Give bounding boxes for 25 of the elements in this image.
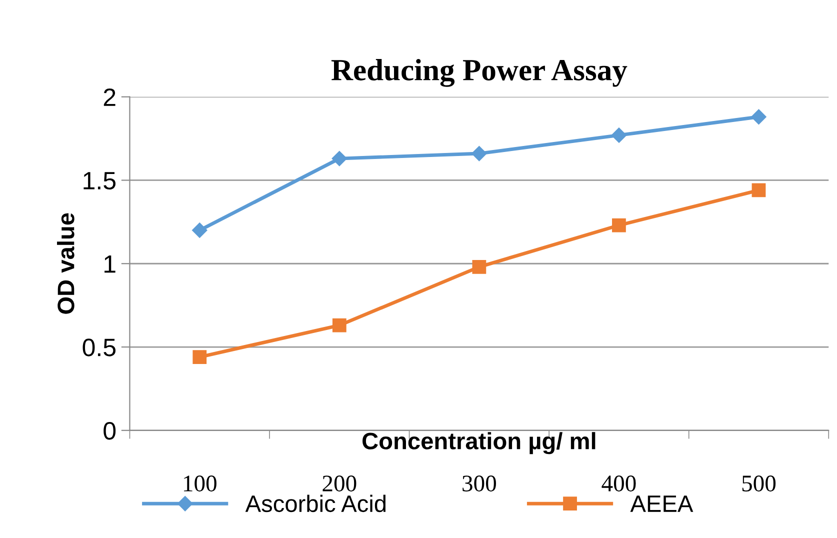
point [752, 183, 766, 198]
x-tick-label: 500 [742, 476, 776, 492]
x-axis-title: Concentration µg/ ml [362, 432, 596, 454]
point [612, 218, 626, 232]
x-tick-label: 400 [602, 476, 636, 492]
x-tick-label: 200 [322, 476, 356, 492]
y-tick-label: 0.5 [82, 338, 116, 356]
point [332, 318, 346, 332]
point [192, 350, 207, 364]
point [611, 128, 627, 143]
legend-label: Ascorbic Acid [245, 494, 386, 512]
y-tick-label: 0 [104, 422, 116, 440]
legend-label: AEEA [630, 496, 694, 512]
point [192, 222, 208, 238]
y-axis-title: OD value [57, 213, 74, 314]
x-tick-label: 100 [184, 476, 216, 492]
y-tick-label: 1.5 [84, 172, 116, 190]
chart-title: Reducing Power Assay [331, 58, 628, 87]
x-tick-label: 300 [462, 476, 496, 492]
point [472, 260, 486, 274]
point [751, 109, 766, 124]
point [472, 146, 487, 162]
point [332, 150, 347, 166]
y-tick-label: 2 [104, 88, 116, 106]
y-tick-label: 1 [104, 255, 116, 273]
